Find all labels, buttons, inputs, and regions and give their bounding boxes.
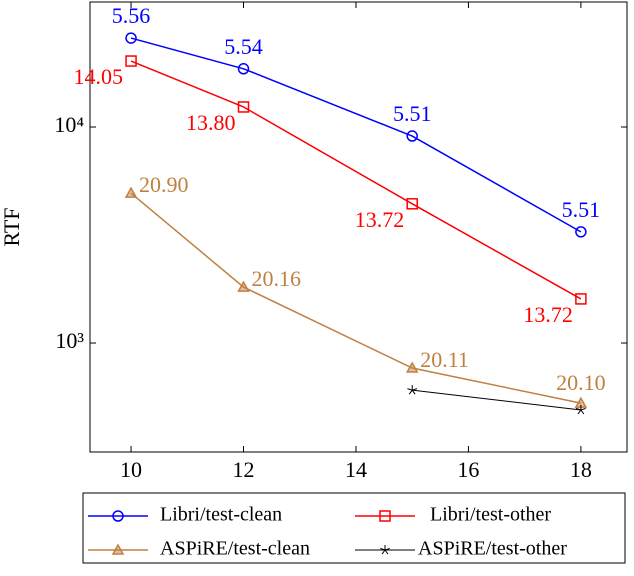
marker bbox=[406, 198, 418, 210]
x-tick-label: 18 bbox=[570, 457, 592, 482]
point-label: 5.51 bbox=[562, 197, 601, 222]
legend-label: Libri/test-clean bbox=[160, 504, 282, 526]
marker bbox=[406, 130, 418, 142]
marker bbox=[125, 55, 137, 67]
series-line bbox=[412, 389, 581, 411]
series-line bbox=[130, 192, 582, 404]
marker bbox=[237, 63, 250, 75]
y-tick-label: 10³ bbox=[55, 328, 84, 353]
x-tick-label: 12 bbox=[233, 457, 255, 482]
marker bbox=[125, 32, 137, 44]
plot-frame bbox=[89, 1, 628, 453]
legend-label: ASPiRE/test-clean bbox=[160, 538, 310, 560]
point-label: 20.11 bbox=[420, 347, 469, 372]
legend-marker bbox=[379, 510, 391, 522]
marker bbox=[405, 361, 419, 373]
marker bbox=[237, 280, 250, 292]
point-label: 13.72 bbox=[523, 302, 573, 327]
series-line bbox=[130, 60, 582, 300]
legend-marker bbox=[111, 543, 125, 555]
point-label: 20.10 bbox=[556, 370, 606, 395]
marker bbox=[575, 226, 587, 238]
marker bbox=[575, 404, 586, 415]
point-label: 20.90 bbox=[139, 172, 189, 197]
series-line bbox=[130, 37, 582, 233]
marker bbox=[124, 186, 138, 198]
x-tick-label: 10 bbox=[120, 457, 142, 482]
point-label: 14.05 bbox=[74, 64, 124, 89]
legend-label: ASPiRE/test-other bbox=[418, 538, 567, 560]
marker bbox=[575, 293, 587, 305]
point-label: 5.56 bbox=[112, 3, 151, 28]
legend-marker bbox=[112, 510, 124, 522]
y-tick-label: 10⁴ bbox=[54, 112, 84, 137]
point-label: 13.80 bbox=[186, 110, 236, 135]
marker bbox=[237, 101, 250, 113]
x-tick-label: 16 bbox=[457, 457, 479, 482]
y-axis-label: RTF bbox=[0, 207, 24, 246]
legend-label: Libri/test-other bbox=[430, 504, 551, 526]
point-label: 5.54 bbox=[224, 34, 263, 59]
point-label: 13.72 bbox=[355, 207, 405, 232]
marker bbox=[407, 385, 418, 395]
legend-marker bbox=[380, 545, 390, 555]
legend-box bbox=[82, 492, 626, 564]
x-tick-label: 14 bbox=[345, 457, 367, 482]
point-label: 5.51 bbox=[393, 101, 432, 126]
point-label: 20.16 bbox=[252, 266, 302, 291]
